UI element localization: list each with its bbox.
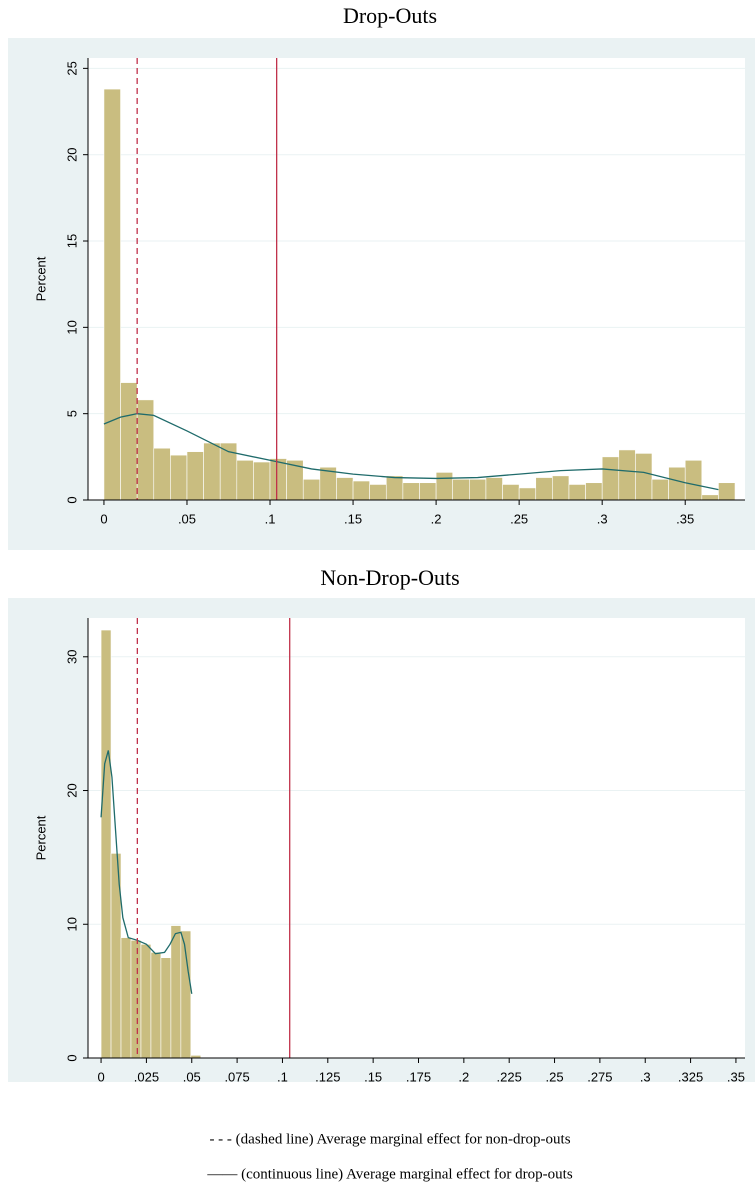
y-tick-label: 25 xyxy=(64,61,79,75)
bar xyxy=(269,458,287,501)
chart-title: Drop-Outs xyxy=(343,3,437,28)
bar xyxy=(385,475,404,501)
y-axis-label: Percent xyxy=(33,256,48,301)
y-tick-label: 20 xyxy=(64,147,79,161)
x-tick-label: .2 xyxy=(431,511,442,526)
x-tick-label: .05 xyxy=(178,511,196,526)
bar xyxy=(186,451,204,501)
bar xyxy=(435,472,454,501)
x-tick-label: .325 xyxy=(678,1069,703,1084)
y-tick-label: 20 xyxy=(64,783,79,797)
bar xyxy=(100,629,112,1059)
bar xyxy=(120,937,132,1059)
bar xyxy=(618,449,636,501)
bar xyxy=(502,484,520,501)
bar xyxy=(552,475,570,501)
x-tick-label: 0 xyxy=(100,511,107,526)
x-tick-label: .15 xyxy=(364,1069,382,1084)
bar xyxy=(302,478,321,501)
x-tick-label: .3 xyxy=(640,1069,651,1084)
bar xyxy=(568,484,586,501)
x-tick-label: .05 xyxy=(183,1069,201,1084)
y-tick-label: 15 xyxy=(64,234,79,248)
y-tick-label: 0 xyxy=(64,496,79,503)
bar xyxy=(203,442,221,501)
bar xyxy=(535,477,553,501)
density-line xyxy=(100,750,193,994)
x-tick-label: .35 xyxy=(727,1069,745,1084)
bar xyxy=(369,484,387,501)
bar xyxy=(469,478,487,501)
x-tick-label: .15 xyxy=(344,511,362,526)
x-tick-label: .075 xyxy=(224,1069,249,1084)
plot-area xyxy=(88,58,745,500)
note: - - - (dashed line) Average marginal eff… xyxy=(209,1131,570,1147)
bar xyxy=(635,453,653,501)
x-tick-label: .1 xyxy=(277,1069,288,1084)
bar xyxy=(452,478,470,501)
bar xyxy=(253,461,271,501)
bar xyxy=(153,447,171,501)
x-tick-label: .275 xyxy=(587,1069,612,1084)
y-tick-label: 5 xyxy=(64,410,79,417)
bar xyxy=(150,952,162,1059)
bar xyxy=(419,482,437,501)
bar xyxy=(601,456,620,501)
bar xyxy=(585,482,603,501)
bar xyxy=(170,454,188,501)
bar xyxy=(236,459,254,501)
x-tick-label: .125 xyxy=(315,1069,340,1084)
density-line xyxy=(103,413,719,491)
note: —— (continuous line) Average marginal ef… xyxy=(206,1166,572,1182)
x-tick-label: .25 xyxy=(545,1069,563,1084)
bar xyxy=(336,477,354,501)
bar xyxy=(130,940,142,1059)
x-tick-label: .3 xyxy=(597,511,608,526)
plot-area xyxy=(88,618,745,1058)
y-axis-label: Percent xyxy=(33,815,48,860)
bar xyxy=(352,480,370,501)
x-tick-label: .225 xyxy=(497,1069,522,1084)
bar xyxy=(668,466,686,501)
x-tick-label: .1 xyxy=(265,511,276,526)
y-tick-label: 30 xyxy=(64,650,79,664)
x-tick-label: .175 xyxy=(406,1069,431,1084)
x-tick-label: .25 xyxy=(510,511,528,526)
x-tick-label: 0 xyxy=(97,1069,104,1084)
bar xyxy=(402,482,420,501)
bar xyxy=(701,494,719,501)
bar xyxy=(485,477,503,501)
bar xyxy=(518,487,537,501)
x-tick-label: .025 xyxy=(134,1069,159,1084)
y-tick-label: 10 xyxy=(64,320,79,334)
chart-title: Non-Drop-Outs xyxy=(320,565,459,590)
bar xyxy=(684,459,703,501)
bar xyxy=(651,478,669,501)
x-tick-label: .2 xyxy=(458,1069,469,1084)
bar xyxy=(103,88,121,501)
x-tick-label: .35 xyxy=(676,511,694,526)
bar xyxy=(120,382,138,501)
bar xyxy=(718,482,736,501)
y-tick-label: 10 xyxy=(64,917,79,931)
bar xyxy=(140,944,152,1059)
bar xyxy=(170,925,182,1059)
y-tick-label: 0 xyxy=(64,1054,79,1061)
bar xyxy=(160,957,172,1059)
